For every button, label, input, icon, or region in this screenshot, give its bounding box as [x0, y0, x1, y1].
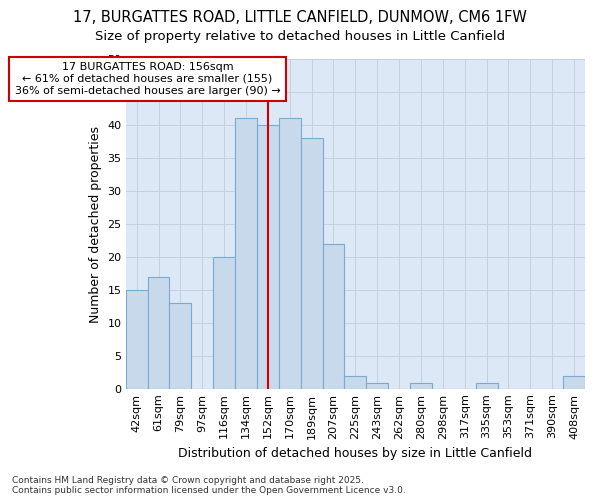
- Text: 17 BURGATTES ROAD: 156sqm
← 61% of detached houses are smaller (155)
36% of semi: 17 BURGATTES ROAD: 156sqm ← 61% of detac…: [15, 62, 280, 96]
- Bar: [367, 383, 388, 390]
- Y-axis label: Number of detached properties: Number of detached properties: [89, 126, 102, 322]
- Bar: [476, 383, 497, 390]
- Bar: [213, 257, 235, 390]
- X-axis label: Distribution of detached houses by size in Little Canfield: Distribution of detached houses by size …: [178, 447, 532, 460]
- Bar: [235, 118, 257, 390]
- Bar: [169, 304, 191, 390]
- Text: Size of property relative to detached houses in Little Canfield: Size of property relative to detached ho…: [95, 30, 505, 43]
- Bar: [257, 125, 279, 390]
- Bar: [410, 383, 432, 390]
- Text: 17, BURGATTES ROAD, LITTLE CANFIELD, DUNMOW, CM6 1FW: 17, BURGATTES ROAD, LITTLE CANFIELD, DUN…: [73, 10, 527, 25]
- Bar: [148, 277, 169, 390]
- Bar: [279, 118, 301, 390]
- Bar: [344, 376, 367, 390]
- Bar: [301, 138, 323, 390]
- Text: Contains HM Land Registry data © Crown copyright and database right 2025.
Contai: Contains HM Land Registry data © Crown c…: [12, 476, 406, 495]
- Bar: [563, 376, 585, 390]
- Bar: [126, 290, 148, 390]
- Bar: [323, 244, 344, 390]
